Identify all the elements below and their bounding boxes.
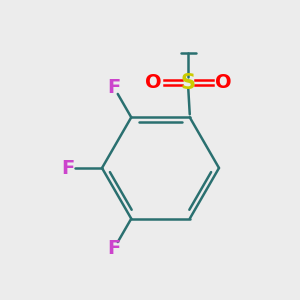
Text: O: O xyxy=(215,73,232,92)
Text: O: O xyxy=(145,73,161,92)
Text: F: F xyxy=(61,158,74,178)
Text: F: F xyxy=(107,78,121,97)
Text: S: S xyxy=(181,73,196,93)
Text: F: F xyxy=(107,239,121,258)
